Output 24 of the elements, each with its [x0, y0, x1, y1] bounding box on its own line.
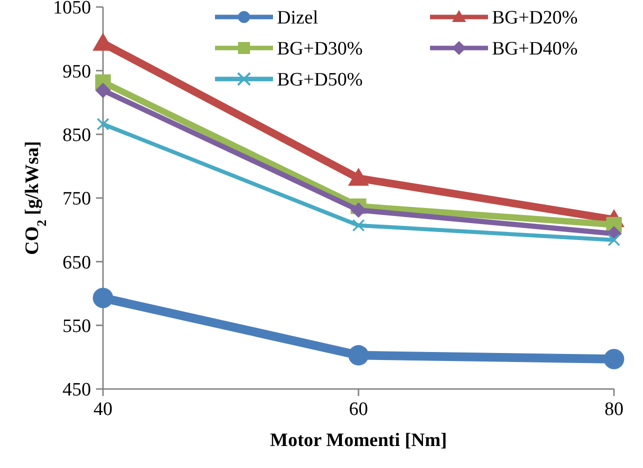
point	[348, 345, 369, 366]
legend-label: Dizel	[277, 8, 318, 29]
y-tick-label: 1050	[53, 0, 91, 19]
y-tick-label: 750	[62, 188, 91, 210]
point	[352, 219, 365, 232]
legend-label: BG+D40%	[492, 38, 578, 60]
y-tick-label: 450	[62, 380, 91, 401]
point	[95, 82, 111, 98]
legend-label: BG+D20%	[492, 8, 578, 29]
y-tick-label: 650	[62, 252, 91, 274]
y-tick-label: 950	[62, 61, 91, 82]
x-axis-title: Motor Momenti [Nm]	[270, 430, 447, 451]
legend-label: BG+D50%	[277, 70, 363, 91]
y-tick-label: 850	[62, 124, 91, 146]
point	[604, 348, 624, 370]
point	[348, 168, 369, 186]
y-tick-label: 550	[62, 316, 91, 337]
point	[92, 288, 114, 308]
point	[608, 234, 620, 246]
x-tick-label: 60	[349, 399, 368, 420]
x-tick-label: 80	[604, 399, 624, 420]
legend-label: BG+D30%	[277, 38, 363, 60]
point	[96, 118, 110, 130]
x-tick-label: 40	[94, 399, 112, 420]
